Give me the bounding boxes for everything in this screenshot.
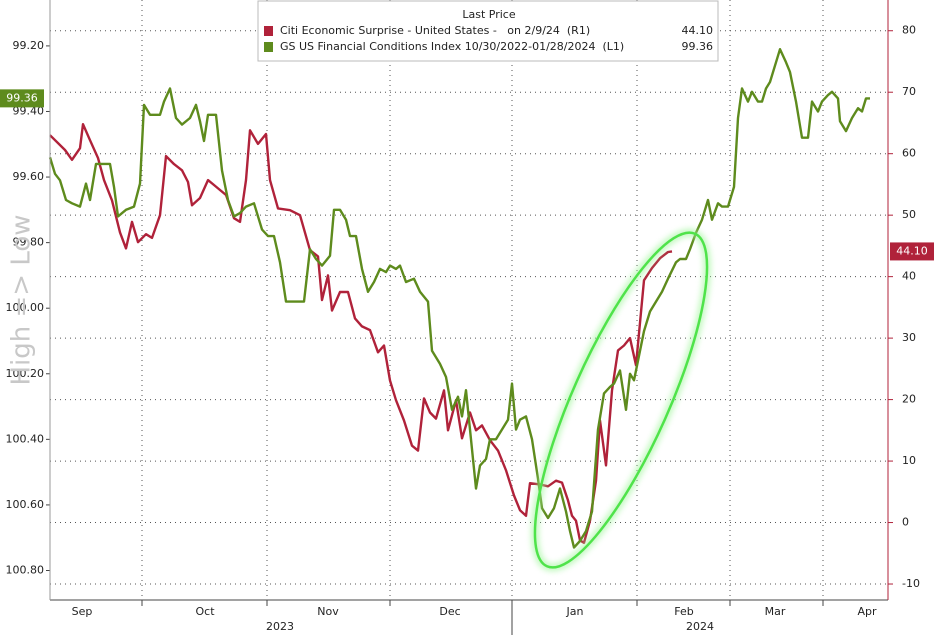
x-tick-label: Nov: [317, 605, 339, 618]
y2-tick-label: 0: [902, 516, 909, 529]
y-tick-label: 100.00: [6, 301, 45, 314]
y-tick-label: 100.40: [6, 432, 45, 445]
y2-tick-label: 20: [902, 393, 916, 406]
y2-tick-label: 50: [902, 208, 916, 221]
y-tick-label: 99.20: [13, 39, 45, 52]
y-axis-label: High => Low: [7, 214, 37, 385]
grid: [50, 0, 888, 600]
y-tick-label: 99.40: [13, 104, 45, 117]
legend: Citi Economic Surprise - United States -…: [264, 24, 713, 53]
legend-label: GS US Financial Conditions Index 10/30/2…: [280, 40, 624, 53]
legend-title: Last Price: [462, 8, 515, 21]
last-price-label: 44.10: [896, 244, 928, 257]
x-tick-label: Sep: [72, 605, 93, 618]
legend-value: 44.10: [682, 24, 714, 37]
legend-label: Citi Economic Surprise - United States -…: [280, 24, 590, 37]
legend-value: 99.36: [682, 40, 714, 53]
y2-tick-label: 80: [902, 24, 916, 37]
series-line: [48, 48, 870, 549]
last-price-badge: [890, 242, 934, 261]
x-tick-label: Mar: [765, 605, 786, 618]
x-tick-label: Apr: [857, 605, 877, 618]
legend-box: [257, 0, 719, 62]
x-tick-label: Jan: [566, 605, 584, 618]
year-label: 2024: [686, 620, 714, 633]
y-tick-label: 100.80: [6, 563, 45, 576]
y2-tick-label: 60: [902, 147, 916, 160]
series-line: [49, 123, 673, 544]
plot: [48, 48, 870, 549]
y-tick-label: 99.80: [13, 236, 45, 249]
y-tick-label: 100.20: [6, 367, 45, 380]
y2-tick-label: 40: [902, 270, 916, 283]
y2-tick-label: 30: [902, 331, 916, 344]
last-price-label: 99.36: [6, 91, 38, 104]
x-tick-label: Dec: [439, 605, 460, 618]
legend-swatch: [264, 42, 273, 52]
x-tick-label: Feb: [674, 605, 693, 618]
legend-swatch: [264, 26, 273, 36]
y2-tick-label: 70: [902, 85, 916, 98]
y2-tick-label: 10: [902, 454, 916, 467]
year-label: 2023: [266, 620, 294, 633]
highlight-ellipse: [530, 228, 712, 572]
y-tick-label: 99.60: [13, 170, 45, 183]
last-price-badge: [0, 89, 44, 108]
x-tick-label: Oct: [195, 605, 215, 618]
axes: 99.20 99.40 99.60 99.80 100.00 100.20 100.40 10…: [6, 0, 920, 635]
y2-tick-label: -10: [902, 577, 920, 590]
y-tick-label: 100.60: [6, 498, 45, 511]
